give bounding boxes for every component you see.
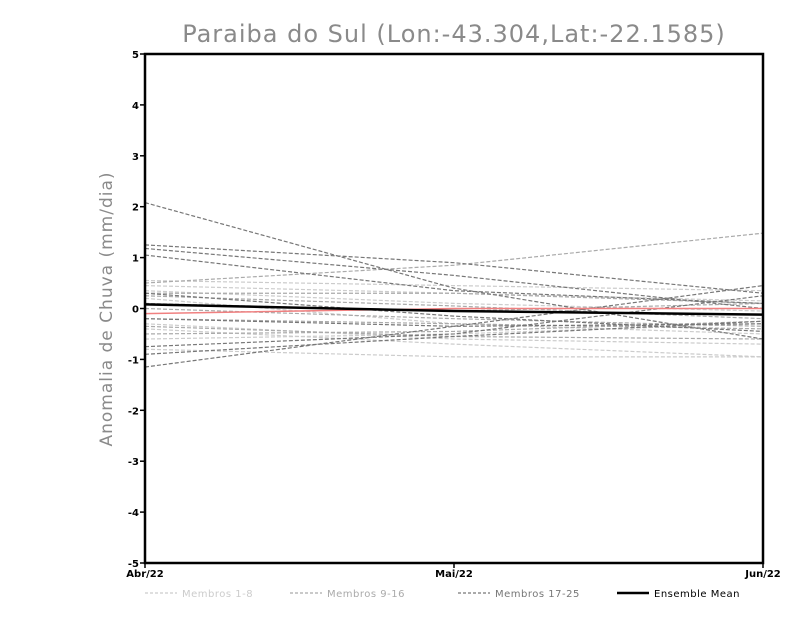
legend-label: Membros 1-8	[182, 589, 253, 600]
y-tick-label: 1	[132, 254, 139, 265]
highlight-line	[144, 307, 763, 315]
series-lines	[144, 202, 764, 368]
x-tick-label: Jun/22	[744, 569, 781, 580]
plot-frame	[143, 52, 765, 565]
x-tick-label: Abr/22	[126, 569, 163, 580]
legend: Membros 1-8 Membros 9-16 Membros 17-25 Ense…	[145, 589, 740, 600]
member-line-g3-8	[144, 292, 764, 333]
y-tick-label: 0	[132, 305, 139, 316]
y-tick-label: 5	[132, 50, 139, 61]
y-tick-label: 3	[132, 152, 139, 163]
member-line-g3-3	[144, 247, 764, 310]
y-tick-label: -3	[128, 457, 139, 468]
member-line-g1-8	[144, 348, 763, 358]
y-tick-label: -1	[128, 355, 139, 366]
member-line-g1-1	[144, 279, 764, 292]
member-line-g2-5	[144, 318, 764, 330]
y-tick-label: -5	[128, 559, 139, 570]
chart-title: Paraiba do Sul (Lon:-43.304,Lat:-22.1585…	[182, 20, 726, 48]
member-line-g1-4	[144, 323, 764, 345]
member-line-g3-6	[144, 285, 764, 368]
y-tick-label: -2	[128, 406, 139, 417]
y-ticks: 5 4 3 2 1 0 -1 -2 -3 -4 -5	[128, 50, 145, 570]
member-line-g1-7	[144, 328, 764, 358]
legend-label: Membros 17-25	[495, 589, 580, 600]
legend-label: Membros 9-16	[327, 589, 405, 600]
member-line-g2-8	[144, 295, 764, 320]
member-line-g2-2	[145, 292, 764, 305]
y-tick-label: -4	[128, 508, 139, 519]
member-line-g3-7	[144, 320, 764, 355]
y-tick-label: 4	[132, 101, 139, 112]
x-ticks: Abr/22 Mai/22 Jun/22	[126, 563, 781, 580]
member-line-g1-3	[144, 290, 764, 312]
y-tick-label: 2	[132, 203, 139, 214]
member-line-g2-1	[144, 232, 764, 284]
x-tick-label: Mai/22	[435, 569, 473, 580]
member-line-g3-9	[144, 318, 764, 327]
ensemble-mean-line	[144, 303, 764, 316]
member-line-g3-2	[144, 244, 764, 294]
y-axis-label: Anomalia de Chuva (mm/dia)	[97, 171, 117, 446]
legend-label: Ensemble Mean	[654, 589, 740, 600]
member-line-g2-7	[144, 320, 764, 335]
member-line-g3-1	[144, 202, 764, 340]
